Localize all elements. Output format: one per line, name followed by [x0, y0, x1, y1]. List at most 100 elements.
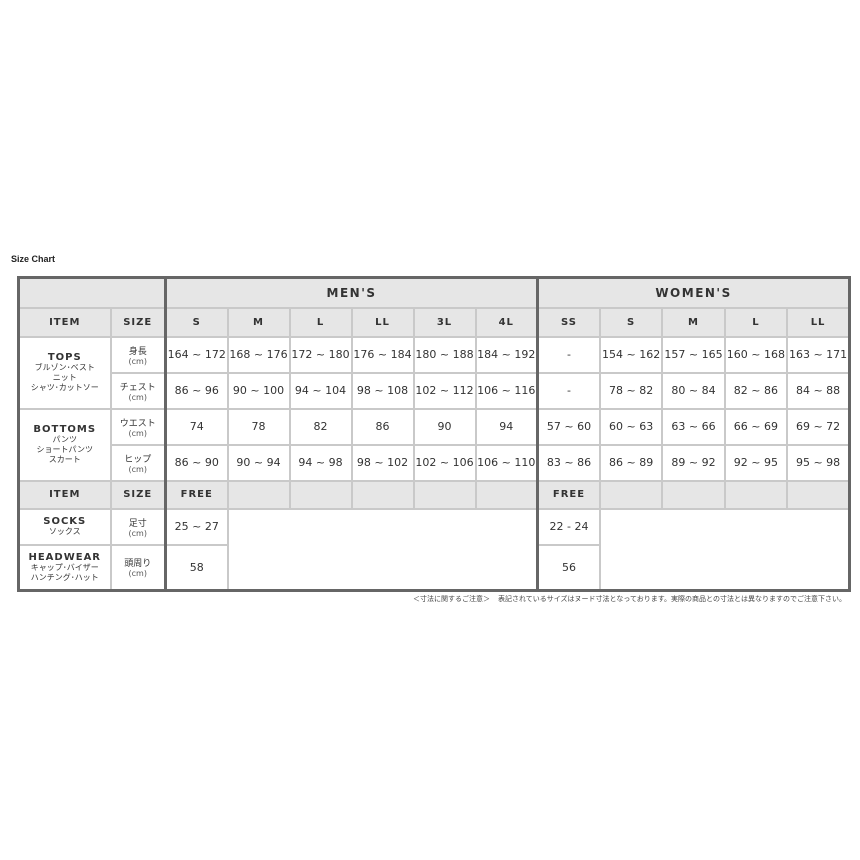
womens-size-header: M — [661, 306, 726, 338]
womens-size-header: L — [723, 306, 789, 338]
womens-value: 157 ~ 165 — [661, 335, 726, 374]
mens-size-header: S — [164, 306, 229, 338]
measure-unit: (cm) — [128, 464, 147, 474]
bottoms-measure: ヒップ (cm) — [109, 443, 167, 482]
womens-value: 66 ~ 69 — [723, 407, 789, 446]
mens-size-header: LL — [350, 306, 415, 338]
measure-label: ウエスト — [119, 418, 156, 429]
mens-value: 168 ~ 176 — [226, 335, 291, 374]
measure-unit: (cm) — [128, 392, 147, 402]
womens-value: 69 ~ 72 — [786, 407, 851, 446]
mens-size-header: 3L — [412, 306, 477, 338]
socks-womens-value: 22 - 24 — [536, 507, 601, 546]
empty-cell — [350, 479, 415, 510]
socks-mens-value: 25 ~ 27 — [164, 507, 229, 546]
womens-value: 63 ~ 66 — [661, 407, 726, 446]
size-note: ＜寸法に関するご注意＞ 表記されているサイズはヌード寸法となっております。実際の商… — [405, 594, 846, 604]
mens-free-header: FREE — [164, 479, 229, 510]
womens-value: 160 ~ 168 — [723, 335, 789, 374]
womens-value: 95 ~ 98 — [786, 443, 851, 482]
measure-label: 身長 — [128, 346, 147, 357]
mens-value: 74 — [164, 407, 229, 446]
womens-value: 163 ~ 171 — [786, 335, 851, 374]
mens-size-header: 4L — [474, 306, 539, 338]
womens-value: 78 ~ 82 — [598, 371, 664, 410]
womens-value: 86 ~ 89 — [598, 443, 664, 482]
headwear-measure: 頭周り (cm) — [109, 543, 167, 592]
note-heading: ＜寸法に関するご注意＞ — [412, 595, 490, 603]
womens-value: 84 ~ 88 — [786, 371, 851, 410]
mens-value: 98 ~ 102 — [350, 443, 415, 482]
mens-value: 106 ~ 110 — [474, 443, 539, 482]
headwear-womens-value: 56 — [536, 543, 601, 592]
mens-value: 98 ~ 108 — [350, 371, 415, 410]
mens-value: 94 ~ 98 — [288, 443, 353, 482]
womens-header: WOMEN'S — [536, 276, 851, 309]
womens-value: 154 ~ 162 — [598, 335, 664, 374]
mens-value: 180 ~ 188 — [412, 335, 477, 374]
empty-cell — [598, 479, 664, 510]
mens-value: 94 — [474, 407, 539, 446]
mens-header: MEN'S — [163, 276, 539, 309]
womens-value: - — [536, 371, 601, 410]
mens-value: 86 ~ 90 — [164, 443, 229, 482]
mens-value: 90 ~ 94 — [226, 443, 291, 482]
mens-value: 78 — [226, 407, 291, 446]
size-header-2: SIZE — [109, 479, 167, 510]
mens-value: 86 — [350, 407, 415, 446]
measure-label: ヒップ — [124, 454, 152, 465]
empty-cell — [474, 479, 539, 510]
size-chart-table: MEN'S WOMEN'S ITEM SIZE S M L LL 3L 4L SS S M L LL… — [17, 276, 852, 592]
size-header: SIZE — [109, 306, 167, 338]
womens-free-header: FREE — [536, 479, 601, 510]
mens-size-header: L — [288, 306, 353, 338]
womens-value: 89 ~ 92 — [661, 443, 726, 482]
empty-area — [226, 507, 539, 592]
empty-cell — [786, 479, 851, 510]
empty-cell — [723, 479, 789, 510]
socks-measure: 足寸 (cm) — [109, 507, 167, 546]
empty-area — [598, 507, 851, 592]
tops-measure: 身長 (cm) — [109, 335, 167, 374]
tops-item: TOPS ブルゾン･ベスト ニット シャツ･カットソー — [17, 335, 112, 410]
womens-value: 82 ~ 86 — [723, 371, 789, 410]
measure-label: チェスト — [119, 382, 156, 393]
measure-unit: (cm) — [128, 428, 147, 438]
mens-value: 164 ~ 172 — [164, 335, 229, 374]
womens-value: 80 ~ 84 — [661, 371, 726, 410]
bottoms-measure: ウエスト (cm) — [109, 407, 167, 446]
headwear-item: HEADWEAR キャップ･バイザー ハンチング･ハット — [17, 543, 112, 592]
mens-value: 94 ~ 104 — [288, 371, 353, 410]
item-header-2: ITEM — [17, 479, 112, 510]
socks-item: SOCKS ソックス — [17, 507, 112, 546]
measure-unit: (cm) — [128, 356, 147, 366]
tops-measure: チェスト (cm) — [109, 371, 167, 410]
womens-value: 92 ~ 95 — [723, 443, 789, 482]
mens-value: 82 — [288, 407, 353, 446]
empty-cell — [288, 479, 353, 510]
note-text: 表記されているサイズはヌード寸法となっております。実際の商品との寸法とは異なりま… — [497, 595, 846, 603]
mens-value: 176 ~ 184 — [350, 335, 415, 374]
bottoms-item: BOTTOMS パンツ ショートパンツ スカート — [17, 407, 112, 482]
mens-value: 106 ~ 116 — [474, 371, 539, 410]
mens-value: 90 ~ 100 — [226, 371, 291, 410]
empty-cell — [226, 479, 291, 510]
womens-size-header: SS — [536, 306, 601, 338]
womens-size-header: LL — [786, 306, 851, 338]
mens-value: 102 ~ 106 — [412, 443, 477, 482]
womens-value: 83 ~ 86 — [536, 443, 601, 482]
mens-size-header: M — [226, 306, 291, 338]
item-header: ITEM — [17, 306, 112, 338]
mens-value: 184 ~ 192 — [474, 335, 539, 374]
womens-value: 57 ~ 60 — [536, 407, 601, 446]
womens-size-header: S — [598, 306, 664, 338]
page-title: Size Chart — [11, 254, 56, 264]
headwear-mens-value: 58 — [164, 543, 229, 592]
empty-cell — [412, 479, 477, 510]
empty-cell — [661, 479, 726, 510]
corner-cell — [17, 276, 167, 309]
womens-value: - — [536, 335, 601, 374]
mens-value: 90 — [412, 407, 477, 446]
mens-value: 172 ~ 180 — [288, 335, 353, 374]
womens-value: 60 ~ 63 — [598, 407, 664, 446]
